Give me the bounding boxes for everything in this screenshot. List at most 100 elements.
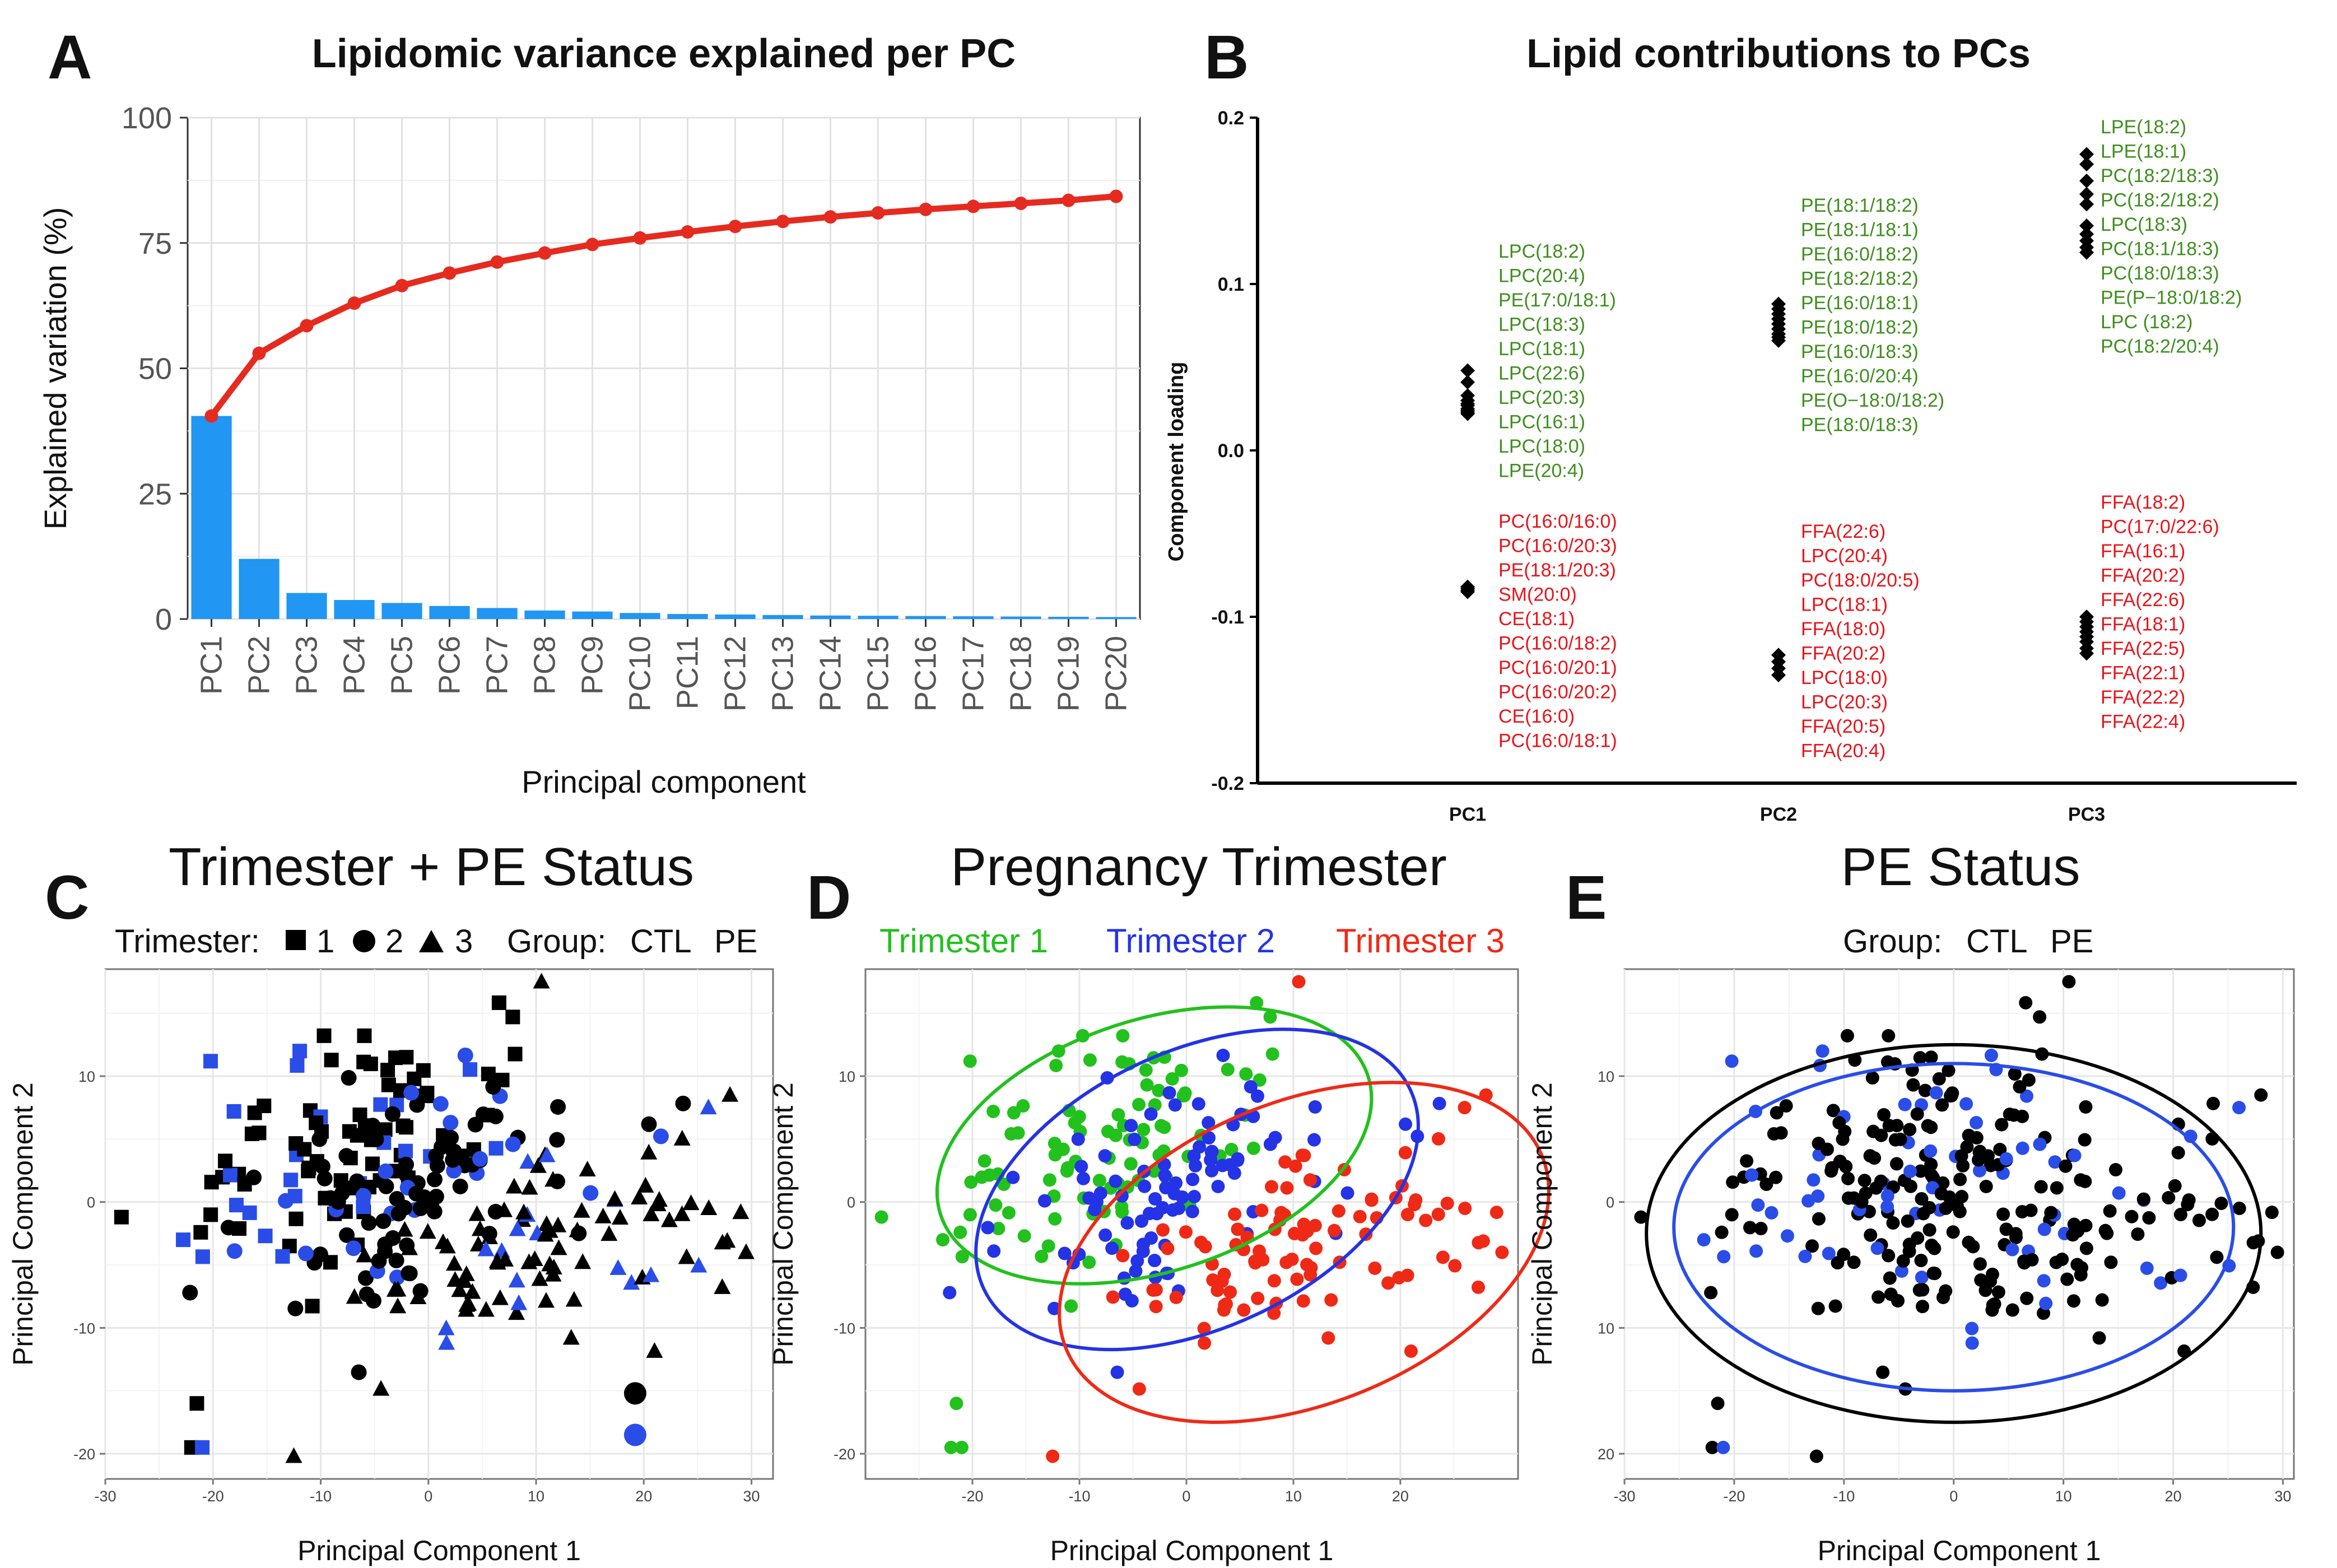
chart-title: Pregnancy Trimester: [951, 837, 1447, 897]
sample-point: [349, 1173, 365, 1189]
x-tick-label: -20: [1723, 1488, 1745, 1505]
sample-point: [510, 1294, 528, 1310]
loading-point: [1771, 667, 1786, 682]
sample-point: [1082, 1255, 1096, 1269]
x-tick-label: PC1: [1449, 804, 1486, 825]
sample-point: [1855, 1195, 1869, 1209]
lipid-label-positive: LPC(22:6): [1498, 363, 1585, 384]
sample-point: [1404, 1344, 1418, 1358]
sample-point: [373, 1097, 388, 1112]
sample-point: [1267, 1274, 1281, 1288]
x-tick-label: 10: [528, 1488, 544, 1505]
sample-point: [1137, 1123, 1151, 1137]
sample-point: [193, 1225, 208, 1240]
sample-point: [544, 1171, 562, 1187]
sample-point: [1820, 1142, 1834, 1156]
y-tick-label: 0: [847, 1194, 855, 1211]
sample-point: [1169, 1290, 1183, 1304]
sample-point: [2205, 1207, 2219, 1221]
sample-point: [338, 1148, 355, 1164]
sample-point: [365, 1292, 381, 1309]
sample-point: [1928, 1241, 1942, 1255]
y-tick-label: 10: [1598, 1320, 1614, 1337]
sample-point: [1472, 1280, 1486, 1294]
sample-point: [434, 1233, 451, 1249]
sample-point: [508, 1272, 525, 1288]
sample-point: [1944, 1088, 1958, 1102]
lipid-label-positive: PE(18:0/18:3): [1801, 415, 1919, 436]
confidence-ellipse: [974, 1027, 1420, 1352]
sample-point: [460, 1295, 477, 1311]
sample-point: [1939, 1201, 1953, 1215]
sample-point: [2214, 1197, 2228, 1211]
sample-point: [594, 1207, 612, 1223]
sample-point: [1231, 1152, 1245, 1166]
sample-point: [1880, 1189, 1894, 1203]
sample-point: [515, 1203, 533, 1220]
sample-point: [1924, 1157, 1938, 1171]
sample-point: [1815, 1044, 1829, 1058]
sample-point: [1743, 1221, 1757, 1235]
sample-point: [355, 1188, 371, 1204]
sample-point: [643, 1206, 660, 1222]
sample-point: [1840, 1029, 1854, 1043]
sample-point: [399, 1167, 415, 1184]
y-tick-label: 0.0: [1218, 440, 1244, 462]
sample-point: [1191, 1097, 1205, 1111]
sample-point: [1292, 975, 1306, 989]
cumulative-point: [347, 296, 361, 310]
sample-point: [2009, 1230, 2023, 1244]
y-tick-label: -10: [834, 1320, 855, 1337]
lipid-label-negative: FFA(22:2): [2101, 687, 2185, 708]
sample-point: [1101, 1124, 1115, 1138]
sample-point: [1060, 1161, 1074, 1175]
loading-point: [1460, 584, 1475, 599]
sample-point: [521, 1179, 538, 1195]
sample-point: [1432, 1096, 1446, 1110]
sample-point: [1999, 1222, 2013, 1236]
sample-point: [464, 1283, 481, 1299]
sample-point: [446, 1255, 463, 1271]
sample-point: [346, 1288, 363, 1304]
sample-point: [1705, 1440, 1719, 1454]
sample-point: [660, 1211, 678, 1227]
sample-point: [1296, 1228, 1310, 1242]
y-axis-title: Principal Component 2: [1526, 1082, 1558, 1366]
cumulative-point: [919, 202, 933, 216]
bar: [381, 603, 422, 619]
sample-point: [481, 1067, 496, 1082]
cumulative-point: [823, 210, 837, 224]
sample-point: [1006, 1170, 1020, 1184]
bar: [953, 616, 994, 619]
lipid-label-negative: FFA(22:6): [2101, 589, 2185, 611]
lipid-label-negative: PC(16:0/16:0): [1498, 511, 1617, 532]
sample-point: [399, 1120, 414, 1135]
sample-point: [1697, 1233, 1711, 1247]
sample-point: [409, 1097, 425, 1113]
x-tick-label: PC20: [1100, 636, 1133, 711]
x-tick-label: PC1: [195, 636, 229, 695]
cumulative-point: [776, 215, 790, 229]
x-tick-label: PC3: [290, 636, 324, 695]
sample-point: [1149, 1300, 1163, 1314]
sample-point: [1716, 1440, 1730, 1454]
lipid-label-negative: FFA(22:1): [2101, 663, 2185, 684]
sample-point: [1984, 1048, 1998, 1062]
sample-point: [1156, 1223, 1170, 1237]
sample-point: [195, 1440, 210, 1455]
sample-point: [2140, 1261, 2154, 1275]
sample-point: [390, 1206, 407, 1222]
sample-point: [1120, 1216, 1134, 1230]
sample-point: [1239, 1067, 1253, 1081]
sample-point: [2184, 1129, 2198, 1143]
y-tick-label: 20: [1598, 1446, 1614, 1463]
cumulative-point: [204, 409, 218, 423]
sample-point: [2019, 995, 2033, 1009]
lipid-label-positive: PC(18:0/18:3): [2101, 263, 2219, 284]
loading-point: [1460, 363, 1475, 378]
sample-point: [275, 1249, 290, 1264]
sample-point: [2015, 1141, 2029, 1155]
loading-point: [2079, 646, 2094, 661]
lipid-label-negative: PC(16:0/20:2): [1498, 682, 1617, 703]
sample-point: [401, 1239, 418, 1255]
